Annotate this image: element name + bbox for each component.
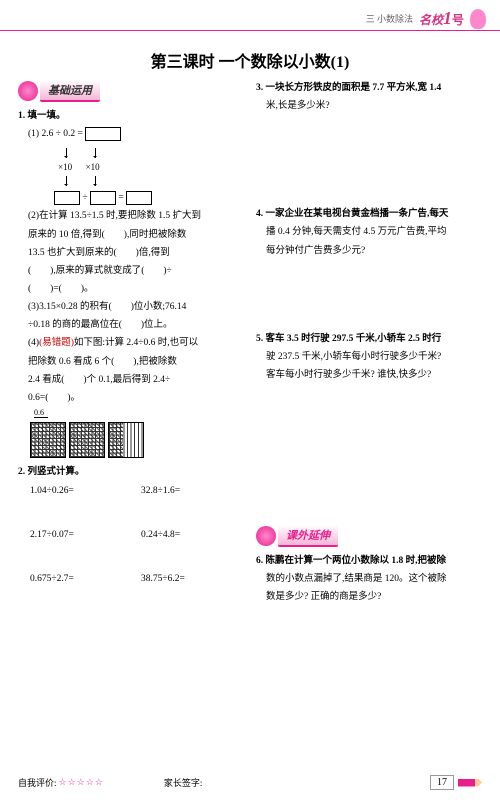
grid-label: 0.6	[34, 408, 244, 418]
fraction-grids	[30, 422, 244, 458]
answer-box	[90, 191, 116, 205]
arrow-row-2	[66, 172, 244, 190]
right-column: 3. 一块长方形铁皮的面积是 7.7 平方米,宽 1.4 米,长是多少米? 4.…	[256, 80, 482, 760]
basic-badge: 基础运用	[18, 80, 244, 102]
page-header: 三 小数除法 名校 1 号	[366, 8, 486, 29]
arrow-row	[66, 144, 244, 162]
q1-4c: 2.4 看成( )个 0.1,最后得到 2.4÷	[28, 372, 244, 388]
calc-item: 1.04÷0.26=	[30, 486, 133, 496]
grid-full	[69, 422, 105, 458]
header-divider	[0, 30, 500, 31]
q1-4: (4)(易错题)如下图:计算 2.4÷0.6 时,也可以	[28, 335, 244, 351]
q1-3b: ÷0.18 的商的最高位在( )位上。	[28, 317, 244, 333]
q1-2c: 13.5 也扩大到原来的( )倍,得到	[28, 245, 244, 261]
self-eval-label: 自我评价:	[18, 776, 57, 789]
chapter-label: 三 小数除法	[366, 12, 413, 25]
answer-box	[85, 127, 121, 141]
page-number: 17	[430, 775, 454, 790]
badge-label: 课外延伸	[278, 525, 338, 547]
badge-icon	[18, 81, 38, 101]
q4: 4. 一家企业在某电视台黄金档播一条广告,每天 播 0.4 分钟,每天需支付 4…	[256, 206, 482, 258]
grid-partial	[108, 422, 144, 458]
answer-box	[54, 191, 80, 205]
calc-item: 38.75÷6.2=	[141, 574, 244, 584]
box-row: ÷ =	[54, 190, 244, 206]
calc-item: 0.24÷4.8=	[141, 530, 244, 540]
q6: 6. 陈鹏在计算一个两位小数除以 1.8 时,把被除 数的小数点漏掉了,结果商是…	[256, 553, 482, 605]
q1-2b: 原来的 10 倍,得到( ),同时把被除数	[28, 227, 244, 243]
calc-item: 32.8÷1.6=	[141, 486, 244, 496]
q1-1: (1) 2.6 ÷ 0.2 =	[28, 126, 244, 142]
q2-heading: 2. 列竖式计算。	[18, 464, 244, 480]
q1-3a: (3)3.15×0.28 的积有( )位小数;76.14	[28, 299, 244, 315]
brand-logo: 名校 1 号	[419, 8, 464, 29]
q1-2a: (2)在计算 13.5÷1.5 时,要把除数 1.5 扩大到	[28, 208, 244, 224]
q1-4d: 0.6=( )。	[28, 390, 244, 406]
badge-label: 基础运用	[40, 80, 100, 102]
ext-badge: 课外延伸	[256, 525, 482, 547]
q1-4b: 把除数 0.6 看成 6 个( ),把被除数	[28, 354, 244, 370]
calc-item: 0.675÷2.7=	[30, 574, 133, 584]
mascot-icon	[470, 9, 486, 29]
answer-box	[126, 191, 152, 205]
parent-sign-label: 家长签字:	[164, 776, 203, 789]
pencil-icon	[458, 779, 482, 787]
grid-full	[30, 422, 66, 458]
mul10-row: ×10 ×10	[58, 162, 244, 172]
q5: 5. 客车 3.5 时行驶 297.5 千米,小轿车 2.5 时行 驶 237.…	[256, 331, 482, 383]
page-title: 第三课时 一个数除以小数(1)	[0, 48, 500, 72]
q1-heading: 1. 填一填。	[18, 108, 244, 124]
page-footer: 自我评价: ☆☆☆☆☆ 家长签字: 17	[18, 775, 482, 790]
rating-stars: ☆☆☆☆☆	[59, 777, 104, 788]
q3: 3. 一块长方形铁皮的面积是 7.7 平方米,宽 1.4 米,长是多少米?	[256, 80, 482, 114]
calc-item: 2.17÷0.07=	[30, 530, 133, 540]
q1-2d: ( ),原来的算式就变成了( )÷	[28, 263, 244, 279]
content-area: 基础运用 1. 填一填。 (1) 2.6 ÷ 0.2 = ×10 ×10 ÷ =…	[18, 80, 482, 760]
calc-grid: 1.04÷0.26= 32.8÷1.6= 2.17÷0.07= 0.24÷4.8…	[30, 486, 244, 584]
q1-2e: ( )=( )。	[28, 281, 244, 297]
left-column: 基础运用 1. 填一填。 (1) 2.6 ÷ 0.2 = ×10 ×10 ÷ =…	[18, 80, 244, 760]
badge-icon	[256, 526, 276, 546]
